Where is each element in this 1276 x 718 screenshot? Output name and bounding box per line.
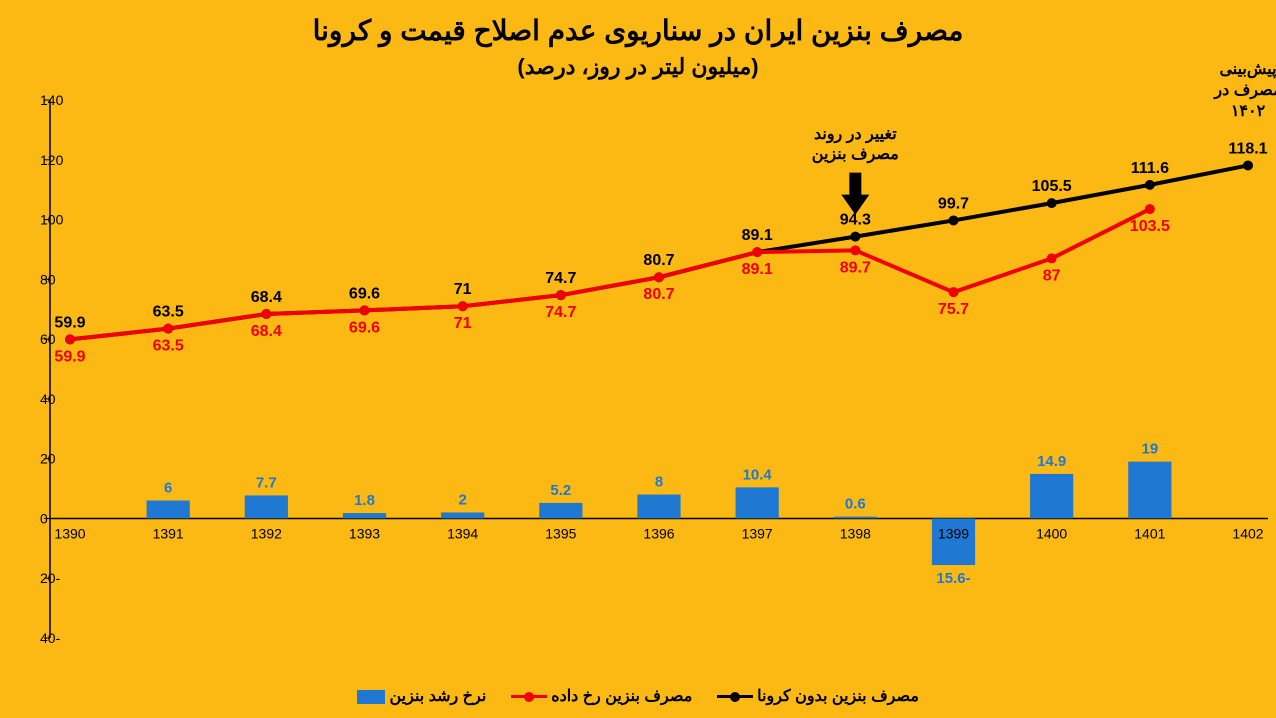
svg-text:99.7: 99.7 bbox=[938, 195, 969, 212]
svg-text:87: 87 bbox=[1043, 267, 1061, 284]
svg-text:1395: 1395 bbox=[545, 525, 576, 541]
svg-text:1401: 1401 bbox=[1134, 525, 1165, 541]
svg-text:75.7: 75.7 bbox=[938, 301, 969, 318]
svg-text:1392: 1392 bbox=[251, 525, 282, 541]
svg-text:111.6: 111.6 bbox=[1131, 160, 1169, 177]
legend-item-without-corona: مصرف بنزین بدون کرونا bbox=[717, 686, 919, 706]
svg-text:89.1: 89.1 bbox=[742, 227, 773, 244]
svg-text:118.1: 118.1 bbox=[1228, 140, 1267, 157]
svg-text:69.6: 69.6 bbox=[349, 319, 380, 336]
svg-text:7.7: 7.7 bbox=[256, 474, 277, 491]
svg-text:89.7: 89.7 bbox=[840, 259, 871, 276]
svg-text:1400: 1400 bbox=[1036, 525, 1067, 541]
svg-text:103.5: 103.5 bbox=[1130, 218, 1170, 235]
svg-text:80: 80 bbox=[40, 271, 56, 287]
svg-text:1394: 1394 bbox=[447, 525, 478, 541]
svg-text:63.5: 63.5 bbox=[153, 304, 184, 321]
svg-text:140: 140 bbox=[40, 92, 64, 108]
svg-text:100: 100 bbox=[40, 212, 64, 228]
svg-text:80.7: 80.7 bbox=[643, 286, 674, 303]
svg-text:60: 60 bbox=[40, 331, 56, 347]
svg-text:1402: 1402 bbox=[1232, 525, 1263, 541]
svg-text:14.9: 14.9 bbox=[1037, 453, 1066, 470]
svg-text:1399: 1399 bbox=[938, 525, 969, 541]
svg-text:120: 120 bbox=[40, 152, 64, 168]
svg-text:80.7: 80.7 bbox=[643, 252, 674, 269]
svg-text:6: 6 bbox=[164, 480, 172, 497]
chart-container: مصرف بنزین ایران در سناریوی عدم اصلاح قی… bbox=[0, 0, 1276, 718]
svg-text:1398: 1398 bbox=[840, 525, 871, 541]
legend-mark-line-red bbox=[511, 695, 547, 698]
svg-text:74.7: 74.7 bbox=[545, 304, 576, 321]
svg-text:0: 0 bbox=[40, 510, 48, 526]
svg-text:105.5: 105.5 bbox=[1032, 178, 1072, 195]
svg-text:1391: 1391 bbox=[153, 525, 184, 541]
legend-item-growth: نرخ رشد بنزین bbox=[357, 686, 486, 706]
svg-text:63.5: 63.5 bbox=[153, 338, 184, 355]
annotation-forecast: پیش‌بینیمصرف در۱۴۰۲ bbox=[1188, 60, 1276, 122]
svg-text:19: 19 bbox=[1141, 441, 1158, 458]
legend-label: مصرف بنزین بدون کرونا bbox=[757, 688, 919, 705]
svg-text:1397: 1397 bbox=[742, 525, 773, 541]
legend-mark-bar bbox=[357, 690, 385, 704]
svg-text:5.2: 5.2 bbox=[550, 482, 571, 499]
legend-label: مصرف بنزین رخ داده bbox=[551, 688, 692, 705]
svg-text:74.7: 74.7 bbox=[545, 270, 576, 287]
legend-mark-line-black bbox=[717, 695, 753, 698]
annotation-trend-change: تغییر در روندمصرف بنزین bbox=[785, 125, 925, 167]
svg-text:0.6: 0.6 bbox=[845, 496, 866, 513]
svg-text:71: 71 bbox=[454, 281, 472, 298]
svg-text:20: 20 bbox=[40, 451, 56, 467]
svg-text:59.9: 59.9 bbox=[54, 348, 85, 365]
plot-svg: -40-2002040608010012014067.71.825.2810.4… bbox=[0, 0, 1276, 718]
svg-text:1.8: 1.8 bbox=[354, 492, 375, 509]
svg-text:1396: 1396 bbox=[643, 525, 674, 541]
svg-text:2: 2 bbox=[458, 491, 466, 508]
svg-text:89.1: 89.1 bbox=[742, 261, 773, 278]
svg-text:71: 71 bbox=[454, 315, 472, 332]
legend: مصرف بنزین بدون کرونا مصرف بنزین رخ داده… bbox=[0, 686, 1276, 706]
legend-label: نرخ رشد بنزین bbox=[390, 688, 487, 705]
legend-item-actual: مصرف بنزین رخ داده bbox=[511, 686, 693, 706]
svg-text:69.6: 69.6 bbox=[349, 285, 380, 302]
svg-text:1390: 1390 bbox=[54, 525, 85, 541]
svg-text:68.4: 68.4 bbox=[251, 323, 282, 340]
svg-text:-15.6: -15.6 bbox=[936, 570, 970, 587]
svg-text:40: 40 bbox=[40, 391, 56, 407]
svg-text:8: 8 bbox=[655, 474, 663, 491]
svg-text:10.4: 10.4 bbox=[743, 466, 773, 483]
svg-text:68.4: 68.4 bbox=[251, 289, 282, 306]
svg-text:1393: 1393 bbox=[349, 525, 380, 541]
svg-text:59.9: 59.9 bbox=[54, 314, 85, 331]
